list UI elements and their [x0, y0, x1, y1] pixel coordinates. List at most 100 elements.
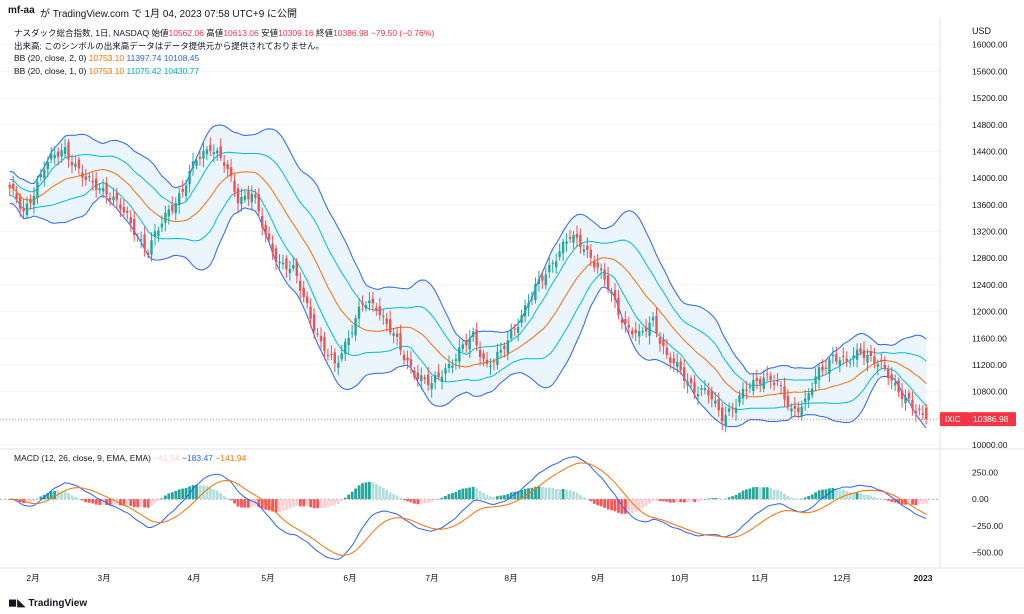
candle-body [734, 407, 738, 413]
candle-body [513, 328, 516, 330]
macd-histogram-bar [288, 499, 292, 509]
candle-body [101, 187, 105, 192]
macd-histogram-bar [236, 499, 240, 507]
macd-histogram-bar [534, 486, 537, 500]
macd-histogram-bar [215, 490, 219, 500]
macd-histogram-bar [700, 499, 703, 501]
macd-histogram-bar [710, 498, 714, 500]
tradingview-logo[interactable]: ◼◣ TradingView [8, 596, 87, 609]
macd-histogram-bar [689, 499, 693, 502]
bb1-legend[interactable]: BB (20, close, 1, 0) 10753.10 11075.42 1… [14, 66, 199, 76]
macd-legend[interactable]: MACD (12, 26, close, 9, EMA, EMA) −41.54… [14, 453, 246, 463]
macd-histogram-bar [392, 494, 396, 500]
candle-body [921, 413, 924, 415]
candle-body [516, 327, 520, 333]
candle-body [437, 372, 440, 378]
candle-body [686, 381, 689, 386]
candle-body [389, 319, 392, 333]
change-value: −79.50 (−0.76%) [370, 28, 435, 38]
macd-histogram-bar [541, 487, 544, 500]
candle-body [721, 407, 724, 422]
candle-body [278, 261, 281, 264]
macd-line [9, 456, 927, 560]
macd-histogram-bar [803, 497, 807, 500]
macd-histogram-bar [682, 499, 686, 503]
macd-histogram-bar [482, 492, 485, 500]
candle-body [530, 296, 534, 299]
candle-body [91, 180, 94, 183]
price-tick-label: 14800.00 [972, 120, 1008, 130]
macd-histogram-bar [157, 499, 160, 501]
candle-body [748, 386, 752, 388]
candle-body [12, 184, 15, 189]
candle-body [873, 356, 876, 364]
candle-body [22, 207, 25, 212]
macd-histogram-bar [734, 495, 738, 500]
macd-histogram-bar [624, 499, 627, 514]
macd-histogram-bar [84, 499, 88, 503]
candle-body [209, 144, 212, 152]
candle-body [855, 349, 859, 360]
candle-body [333, 352, 336, 364]
candle-body [918, 408, 921, 410]
macd-histogram-bar [883, 499, 887, 500]
macd-histogram-bar [523, 488, 527, 500]
macd-histogram-bar [679, 499, 683, 502]
candle-body [579, 234, 582, 248]
macd-histogram-bar [132, 499, 136, 507]
high-label: 高値 [206, 28, 224, 38]
candle-body [178, 193, 181, 206]
macd-histogram-bar [876, 498, 880, 500]
candle-body [309, 306, 312, 319]
candle-body [475, 329, 478, 346]
candle-body [468, 338, 471, 350]
candle-body [264, 224, 267, 235]
macd-histogram-bar [406, 499, 409, 502]
candle-body [838, 360, 841, 366]
candle-body [897, 380, 900, 393]
bb2-legend[interactable]: BB (20, close, 2, 0) 10753.10 11397.74 1… [14, 53, 199, 63]
candle-body [627, 324, 630, 328]
candle-body [472, 331, 475, 337]
macd-histogram-bar [464, 488, 468, 500]
macd-histogram-bar [862, 494, 866, 500]
candle-body [696, 394, 700, 397]
macd-histogram-bar [292, 499, 295, 507]
candle-body [821, 366, 824, 371]
candle-body [887, 368, 890, 379]
author-name[interactable]: mf-aa [8, 5, 35, 16]
candle-body [866, 354, 869, 363]
candle-body [762, 377, 765, 389]
macd-histogram-bar [478, 490, 482, 500]
candle-body [274, 248, 278, 262]
candle-body [700, 388, 703, 390]
bb2-lower: 10108.45 [163, 53, 200, 63]
macd-histogram-bar [250, 499, 254, 507]
candle-body [575, 234, 579, 238]
macd-histogram-bar [713, 497, 717, 500]
candle-body [126, 210, 129, 213]
candle-body [115, 192, 119, 200]
macd-histogram-bar [170, 492, 174, 500]
candle-body [907, 392, 911, 399]
macd-histogram-bar [354, 488, 357, 500]
macd-histogram-bar [388, 492, 392, 500]
macd-histogram-bar [343, 497, 347, 500]
macd-histogram-bar [46, 493, 50, 500]
macd-histogram-bar [36, 498, 39, 500]
macd-histogram-bar [340, 499, 344, 502]
candle-body [233, 180, 236, 193]
macd-histogram-bar [831, 487, 835, 500]
symbol-legend: ナスダック総合指数, 1日, NASDAQ 始値10562.06 高値10613… [14, 27, 434, 39]
candle-body [703, 388, 707, 391]
last-price-label: 10386.98 [973, 414, 1009, 424]
candle-body [361, 302, 364, 305]
candle-body [662, 339, 665, 347]
macd-histogram-bar [440, 497, 444, 500]
bb-lower-2sd-line [9, 194, 927, 429]
symbol-title[interactable]: ナスダック総合指数, 1日, NASDAQ [14, 28, 150, 38]
candle-body [648, 322, 651, 336]
macd-histogram-bar [437, 498, 440, 500]
candle-body [174, 203, 177, 214]
